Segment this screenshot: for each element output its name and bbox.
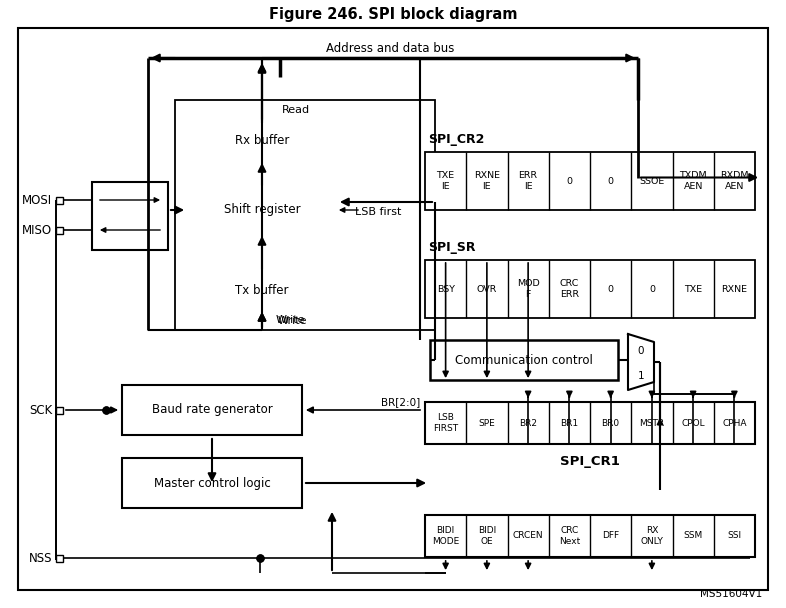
Text: Master control logic: Master control logic bbox=[153, 477, 270, 489]
Text: Rx buffer: Rx buffer bbox=[235, 134, 289, 148]
Text: TXE
IE: TXE IE bbox=[436, 171, 454, 191]
Text: Communication control: Communication control bbox=[455, 353, 593, 367]
Bar bbox=[430, 340, 618, 380]
Text: LSB first: LSB first bbox=[354, 207, 401, 217]
Text: Write: Write bbox=[276, 315, 306, 325]
Text: CRCEN: CRCEN bbox=[512, 531, 543, 541]
Text: SCK: SCK bbox=[29, 404, 52, 416]
Text: RXNE: RXNE bbox=[722, 285, 747, 294]
Polygon shape bbox=[628, 334, 654, 390]
Text: Shift register: Shift register bbox=[224, 204, 300, 216]
Text: Address and data bus: Address and data bus bbox=[326, 41, 454, 55]
Text: Tx buffer: Tx buffer bbox=[235, 283, 288, 297]
Text: 0: 0 bbox=[608, 285, 614, 294]
Text: CPHA: CPHA bbox=[722, 418, 747, 427]
Text: BR[2:0]: BR[2:0] bbox=[380, 397, 420, 407]
Bar bbox=[425, 260, 755, 318]
Text: CRC
Next: CRC Next bbox=[559, 527, 580, 546]
Text: 0: 0 bbox=[637, 346, 645, 356]
Text: BR0: BR0 bbox=[601, 418, 619, 427]
Text: RXDM
AEN: RXDM AEN bbox=[720, 171, 748, 191]
Bar bbox=[425, 152, 755, 210]
Bar bbox=[188, 272, 336, 308]
Text: Read: Read bbox=[282, 105, 310, 115]
Text: SSI: SSI bbox=[727, 531, 741, 541]
Text: SPE: SPE bbox=[479, 418, 495, 427]
Bar bbox=[420, 130, 760, 225]
Text: RXNE
IE: RXNE IE bbox=[474, 171, 500, 191]
Text: BIDI
MODE: BIDI MODE bbox=[432, 527, 459, 546]
Text: OVR: OVR bbox=[476, 285, 497, 294]
Text: TXE: TXE bbox=[684, 285, 702, 294]
Bar bbox=[188, 188, 336, 232]
Text: MSTR: MSTR bbox=[639, 418, 664, 427]
Text: BIDI
OE: BIDI OE bbox=[478, 527, 496, 546]
Text: MS51604V1: MS51604V1 bbox=[700, 589, 762, 599]
Bar bbox=[420, 390, 760, 570]
Text: SPI_CR1: SPI_CR1 bbox=[560, 455, 620, 469]
Bar bbox=[56, 407, 63, 413]
Bar bbox=[92, 182, 168, 250]
Text: SSOE: SSOE bbox=[639, 176, 664, 185]
Text: BR1: BR1 bbox=[560, 418, 578, 427]
Text: Write: Write bbox=[278, 316, 307, 326]
Text: NSS: NSS bbox=[28, 551, 52, 564]
Bar bbox=[122, 385, 302, 435]
Text: SSM: SSM bbox=[684, 531, 703, 541]
Bar bbox=[56, 554, 63, 562]
Text: CPOL: CPOL bbox=[681, 418, 705, 427]
Text: MOSI: MOSI bbox=[22, 193, 52, 207]
Text: 1: 1 bbox=[637, 371, 645, 381]
Text: BSY: BSY bbox=[437, 285, 454, 294]
Bar bbox=[188, 123, 336, 159]
Bar bbox=[56, 227, 63, 233]
Text: CRC
ERR: CRC ERR bbox=[560, 279, 579, 299]
Text: 0: 0 bbox=[567, 176, 572, 185]
Text: SPI_SR: SPI_SR bbox=[428, 241, 476, 255]
Text: ERR
IE: ERR IE bbox=[519, 171, 538, 191]
Text: SPI_CR2: SPI_CR2 bbox=[428, 134, 484, 147]
Text: Figure 246. SPI block diagram: Figure 246. SPI block diagram bbox=[269, 7, 517, 21]
Bar bbox=[122, 458, 302, 508]
Bar bbox=[420, 238, 760, 333]
Text: Baud rate generator: Baud rate generator bbox=[152, 404, 273, 416]
Text: BR2: BR2 bbox=[519, 418, 537, 427]
Bar bbox=[56, 196, 63, 204]
Bar bbox=[425, 402, 755, 444]
Bar bbox=[175, 100, 435, 330]
Text: MOD
F: MOD F bbox=[516, 279, 539, 299]
Bar bbox=[425, 515, 755, 557]
Text: DFF: DFF bbox=[602, 531, 619, 541]
Text: LSB
FIRST: LSB FIRST bbox=[433, 413, 458, 433]
Text: 0: 0 bbox=[649, 285, 655, 294]
Text: RX
ONLY: RX ONLY bbox=[641, 527, 663, 546]
Text: TXDM
AEN: TXDM AEN bbox=[679, 171, 707, 191]
Text: MISO: MISO bbox=[22, 224, 52, 237]
Text: 0: 0 bbox=[608, 176, 614, 185]
